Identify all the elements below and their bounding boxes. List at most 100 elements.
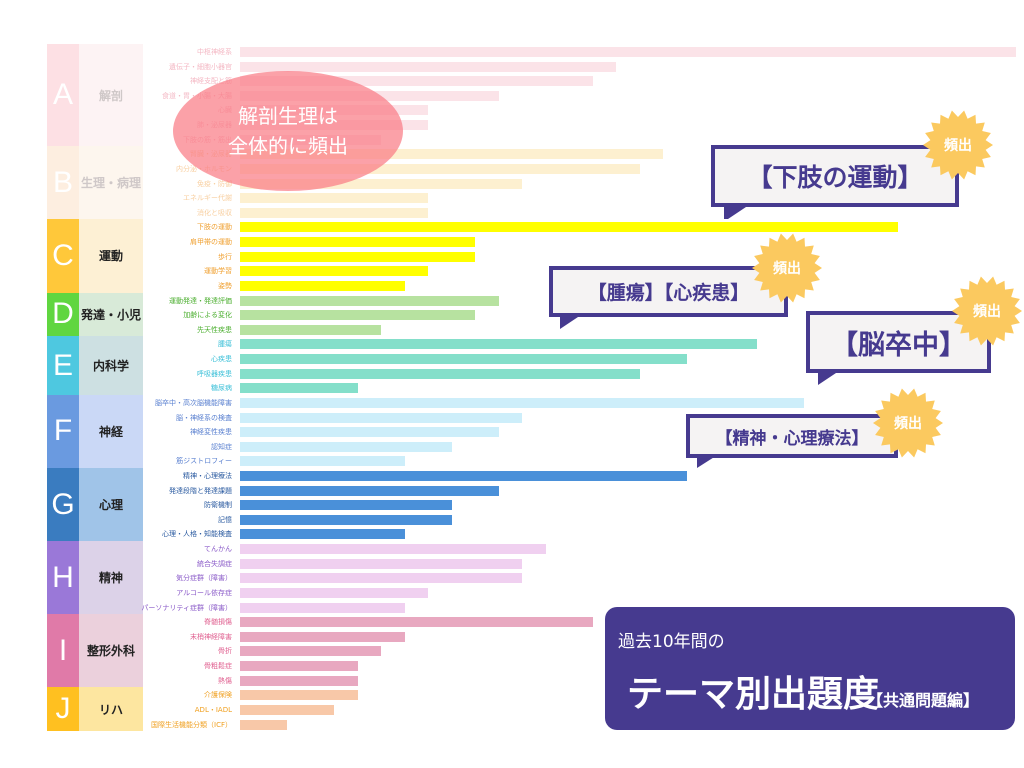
starburst-icon: [923, 110, 993, 180]
bar-label: 免疫・防御: [197, 179, 232, 188]
badge-text: 頻出: [973, 304, 1001, 320]
category-name: リハ: [79, 687, 143, 732]
bar: [240, 470, 687, 481]
bar-label: 骨折: [218, 647, 232, 656]
anatomy-note-line2: 全体的に頻出: [228, 134, 348, 158]
bar: [240, 295, 499, 306]
bar-label: 下肢の運動: [197, 223, 232, 232]
bar: [240, 412, 522, 423]
callout-text: 【下肢の運動】: [747, 163, 923, 192]
bar-label: 脳卒中・高次脳機能障害: [155, 398, 232, 407]
bar: [240, 500, 452, 511]
starburst-icon: [752, 233, 822, 303]
bar: [240, 573, 522, 584]
bar: [240, 397, 804, 408]
category-letter: F: [47, 394, 79, 468]
bar-label: 脳・神経系の検査: [176, 413, 232, 422]
bar-label: 糖尿病: [211, 384, 232, 393]
callout-tumor-heart: 【腫瘍】【心疾患】: [549, 266, 788, 317]
callout-tail: [697, 454, 719, 468]
bar-label: 記憶: [218, 515, 232, 524]
category-letter: J: [47, 687, 79, 732]
bar-label: 神経変性疾患: [190, 428, 232, 437]
bar-label: 消化と吸収: [197, 208, 232, 217]
bar: [240, 237, 475, 248]
category-name: 生理・病理: [79, 146, 143, 220]
badge-text: 頻出: [894, 416, 922, 432]
bar: [240, 704, 334, 715]
bar: [240, 354, 687, 365]
bar-label: 精神・心理療法: [183, 471, 232, 480]
bar-label: 肩甲帯の運動: [190, 238, 232, 247]
frequent-badge: 頻出: [752, 233, 822, 303]
bar: [240, 529, 405, 540]
category-name: 心理: [79, 467, 143, 542]
bar-label: 認知症: [211, 442, 232, 451]
bar-label: 脊髄損傷: [204, 618, 232, 627]
bar: [240, 280, 405, 291]
bar-label: 中枢神経系: [197, 48, 232, 56]
bar-label: 介護保険: [204, 691, 232, 700]
category-name: 解剖: [79, 44, 143, 147]
callout-tail: [818, 369, 842, 385]
bar-label: 先天性疾患: [197, 325, 232, 334]
category-letter: B: [47, 146, 79, 220]
bar-label: 腫瘍: [218, 340, 232, 349]
bar-label: 骨粗鬆症: [204, 662, 232, 671]
title-sub: 【共通問題編】: [867, 691, 980, 710]
bar: [240, 456, 405, 467]
callout-text: 【腫瘍】【心疾患】: [587, 282, 750, 304]
frequent-badge: 頻出: [873, 388, 943, 458]
bar-label: 歩行: [218, 252, 232, 261]
bar: [240, 149, 663, 160]
title-pre: 過去10年間の: [618, 632, 725, 652]
bar: [240, 47, 1016, 57]
bar: [240, 251, 475, 262]
bar-label: 心理・人格・知能検査: [162, 530, 232, 539]
title-main: テーマ別出題度: [627, 674, 880, 715]
starburst-icon: [873, 388, 943, 458]
bar-label: パーソナリティ症群（障害）: [141, 603, 232, 612]
callout-tail: [724, 203, 752, 219]
category-letter: H: [47, 541, 79, 615]
callout-tail: [560, 313, 584, 329]
category-letter: C: [47, 219, 79, 293]
bar: [240, 61, 616, 72]
bar-label: 運動発達・発達評価: [169, 296, 232, 305]
bar-label: 呼吸器疾患: [197, 369, 232, 378]
frequent-badge: 頻出: [923, 110, 993, 180]
category-name: 内科学: [79, 336, 143, 395]
bar-label: 遺伝子・細胞小器官: [169, 62, 232, 71]
bar-label: 神経支配と筋: [190, 77, 232, 86]
callout-psych-therapy: 【精神・心理療法】: [686, 414, 898, 458]
bar: [240, 76, 593, 87]
bar: [240, 690, 358, 701]
badge-text: 頻出: [773, 261, 801, 277]
category-letter: I: [47, 614, 79, 688]
bar: [240, 661, 358, 672]
bar-label: てんかん: [204, 545, 232, 554]
anatomy-note-line1: 解剖生理は: [238, 104, 338, 128]
bar: [240, 675, 358, 686]
category-letter: A: [47, 44, 79, 147]
bar: [240, 558, 522, 569]
bar: [240, 324, 381, 335]
category-letter: D: [47, 292, 79, 337]
callout-lower-limb: 【下肢の運動】: [711, 145, 959, 207]
bar-label: 加齢による変化: [183, 311, 232, 320]
bar: [240, 602, 405, 613]
bar: [240, 514, 452, 525]
bar-label: 運動学習: [204, 267, 232, 276]
bar: [240, 339, 757, 350]
category-name: 精神: [79, 541, 143, 615]
callout-text: 【精神・心理療法】: [715, 428, 869, 449]
bar: [240, 544, 546, 555]
category-name: 運動: [79, 219, 143, 293]
bar: [240, 631, 405, 642]
starburst-icon: [952, 276, 1022, 346]
bar: [240, 719, 287, 730]
bar-label: 気分症群（障害）: [176, 574, 232, 583]
bar: [240, 368, 640, 379]
bar: [240, 193, 428, 204]
frequent-badge: 頻出: [952, 276, 1022, 346]
